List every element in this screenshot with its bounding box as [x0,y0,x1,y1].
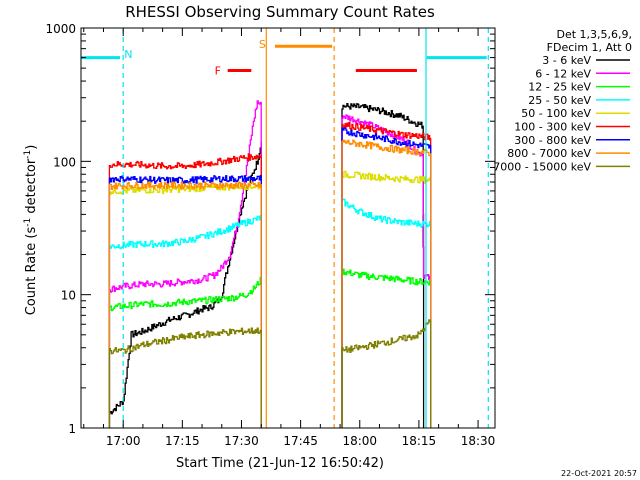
plot-frame [80,27,496,429]
axes-layer: 17:00 17:15 17:30 17:45 18:00 18:15 18:30 1 10 10… [45,22,496,448]
flag-label-3: S [259,38,266,51]
series-6 [108,127,432,428]
y-axis-label: Count Rate (s-1 detector-1) [23,145,39,316]
series-7-segment-0 [108,181,262,428]
series-3-segment-1 [341,198,432,428]
legend-header-2: FDecim 1, Att 0 [547,41,632,54]
legend-label-2: 12 - 25 keV [528,81,591,94]
y-label-mid: detector [24,158,39,218]
legend-label-4: 50 - 100 keV [521,107,591,120]
series-5-segment-1 [341,121,432,428]
x-tick-label-0: 17:00 [106,434,141,448]
legend-label-1: 6 - 12 keV [535,67,591,80]
legend-header-1: Det 1,3,5,6,9, [556,28,632,41]
series-6-segment-0 [108,175,262,428]
chart-title: RHESSI Observing Summary Count Rates [125,3,435,21]
series-7 [108,139,432,428]
markers-layer: N F S [81,28,489,428]
x-tick-label-1: 17:15 [165,434,200,448]
series-8-segment-0 [108,327,262,428]
y-tick-label-1: 10 [61,289,76,303]
flag-label-0: N [124,48,132,61]
series-4-segment-1 [341,170,432,428]
series-layer [108,100,432,428]
x-tick-label-5: 18:15 [402,434,437,448]
y-label-exp1: -1 [23,218,33,227]
series-8-segment-1 [341,319,432,428]
x-tick-label-4: 18:00 [342,434,377,448]
x-axis-label: Start Time (21-Jun-12 16:50:42) [176,456,384,471]
y-label-exp2: -1 [23,150,33,159]
series-5 [108,121,432,428]
legend-label-7: 800 - 7000 keV [507,147,591,160]
legend-label-0: 3 - 6 keV [542,54,591,67]
y-tick-label-3: 1000 [45,22,76,36]
x-tick-label-2: 17:30 [224,434,259,448]
legend: Det 1,3,5,6,9, FDecim 1, Att 0 3 - 6 keV… [493,28,632,173]
series-5-segment-0 [108,153,262,428]
series-1-segment-0 [108,100,262,428]
series-2-segment-0 [108,276,262,428]
y-label-prefix: Count Rate (s [24,227,39,316]
series-2-segment-1 [341,268,432,428]
series-3-segment-0 [108,215,262,428]
y-label-suffix: ) [24,145,39,150]
legend-label-3: 25 - 50 keV [528,94,591,107]
generation-timestamp: 22-Oct-2021 20:57 [561,469,637,478]
y-tick-label-0: 1 [68,422,76,436]
series-6-segment-1 [341,127,432,428]
legend-label-5: 100 - 300 keV [514,121,591,134]
legend-label-8: 7000 - 15000 keV [493,160,591,173]
flag-label-2: F [215,65,221,78]
series-3 [108,198,432,428]
x-tick-label-6: 18:30 [461,434,496,448]
y-tick-label-2: 100 [53,155,76,169]
legend-label-6: 300 - 800 keV [514,134,591,147]
series-7-segment-1 [341,139,432,428]
series-2 [108,268,432,428]
series-8 [108,319,432,428]
x-tick-label-3: 17:45 [283,434,318,448]
series-0-segment-1 [341,102,425,428]
